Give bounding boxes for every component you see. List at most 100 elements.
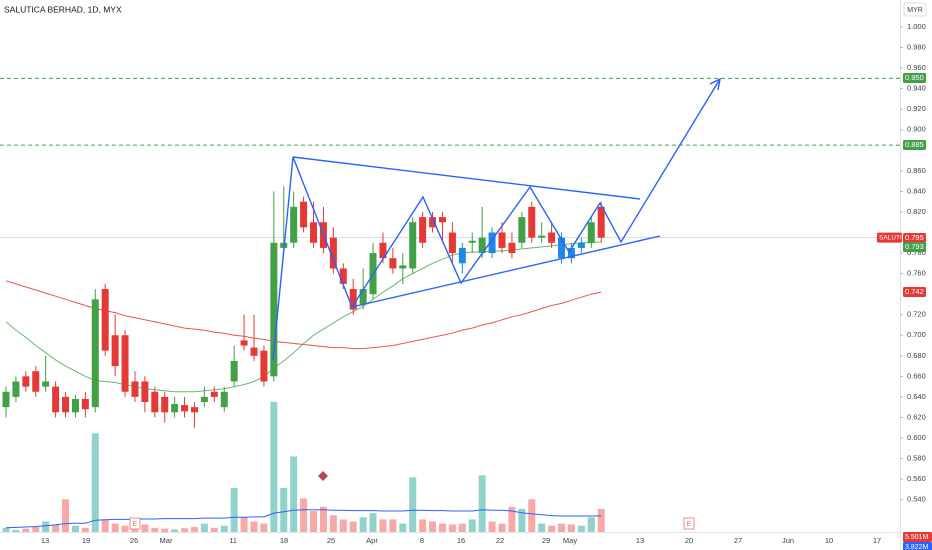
volume-bar: [32, 526, 40, 532]
volume-tag: [903, 532, 932, 542]
price-tag-label: 0.950: [905, 73, 924, 82]
event-box: [683, 517, 695, 530]
candle: [429, 211, 437, 233]
volume-bar: [329, 515, 337, 532]
candle: [577, 237, 585, 254]
y-tick-label: 0.840: [907, 186, 926, 195]
candle: [528, 201, 536, 243]
candle-body: [498, 232, 506, 248]
volume-bar: [399, 523, 407, 532]
candle-body: [290, 206, 298, 243]
candle-body: [567, 247, 575, 259]
x-tick-label: May: [563, 536, 577, 545]
candle: [161, 391, 169, 423]
triangle-lower: [351, 235, 661, 308]
volume-tag-label: 3.822M: [905, 544, 929, 550]
candle: [111, 314, 119, 377]
candle: [200, 386, 208, 408]
price-tag-label: 0.885: [905, 140, 924, 149]
volume-bar: [280, 487, 288, 532]
zigzag-projection: [272, 78, 721, 361]
x-tick-label: 16: [457, 536, 465, 545]
volume-tag: [903, 542, 932, 550]
candle: [131, 371, 139, 403]
candle: [300, 196, 308, 233]
candle: [399, 253, 407, 284]
volume-bar: [62, 499, 70, 532]
candle-body: [478, 237, 486, 254]
x-tick-label: 18: [280, 536, 288, 545]
candle-body: [300, 201, 308, 228]
candle: [240, 314, 248, 351]
candle: [548, 222, 556, 248]
event-label: E: [133, 521, 138, 528]
candle: [538, 222, 546, 243]
y-tick-label: 0.680: [907, 351, 926, 360]
volume-bar: [190, 526, 198, 532]
volume-bar: [548, 525, 556, 532]
currency-box[interactable]: [903, 2, 927, 17]
ma-line: [5, 509, 602, 529]
arrow-head: [709, 77, 721, 91]
candle-body: [458, 247, 466, 264]
volume-bar: [52, 524, 60, 532]
event-marker[interactable]: E: [683, 517, 695, 530]
candle: [52, 381, 60, 418]
volume-bar: [200, 523, 208, 532]
candle-body: [399, 265, 407, 269]
candle: [597, 201, 605, 243]
price-tag: [903, 287, 926, 297]
event-marker[interactable]: E: [129, 517, 141, 530]
volume-bar: [538, 523, 546, 532]
candle-body: [52, 386, 60, 413]
candle: [498, 222, 506, 254]
candle: [12, 376, 20, 403]
candle-body: [310, 222, 318, 243]
price-tag-label: 0.742: [905, 287, 924, 296]
volume-bar: [558, 523, 566, 532]
candle-body: [468, 240, 476, 243]
candle-body: [22, 376, 30, 387]
price-tag: [903, 73, 926, 83]
volume-bar: [567, 524, 575, 532]
candle: [141, 376, 149, 413]
volume-bar: [42, 521, 50, 532]
candle-body: [42, 381, 50, 387]
candle: [438, 211, 446, 243]
candle-body: [62, 396, 70, 413]
candle-body: [91, 299, 99, 408]
candle-body: [518, 217, 526, 243]
candle-body: [190, 407, 198, 413]
candle-body: [597, 206, 605, 238]
candle-body: [329, 237, 337, 269]
volume-bar: [22, 528, 30, 532]
candle: [448, 222, 456, 264]
candle: [290, 191, 298, 248]
candle-body: [171, 404, 179, 413]
x-tick-label: 29: [542, 536, 550, 545]
y-tick-label: 0.660: [907, 371, 926, 380]
y-tick-label: 0.640: [907, 392, 926, 401]
candle-body: [220, 391, 228, 408]
candle-body: [339, 268, 347, 284]
candle: [409, 217, 417, 274]
candle: [71, 394, 79, 418]
candle-body: [349, 289, 357, 310]
candle: [151, 386, 159, 418]
dividend-marker[interactable]: [318, 471, 328, 481]
symbol-tag: [877, 232, 902, 243]
y-tick-label: 1.000: [907, 22, 926, 31]
price-tag-label: 0.793: [905, 242, 924, 251]
candle: [389, 247, 397, 274]
candle-body: [409, 222, 417, 269]
volume-bar: [468, 519, 476, 532]
price-tag-label: 0.795: [905, 233, 924, 242]
pattern-drawing: [272, 77, 721, 361]
x-tick-label: 10: [825, 536, 833, 545]
volume-bar: [220, 525, 228, 532]
candle: [181, 396, 189, 418]
candle-body: [379, 242, 387, 259]
volume-bar: [141, 524, 149, 532]
x-tick-label: 17: [873, 536, 881, 545]
candle-body: [181, 405, 189, 412]
